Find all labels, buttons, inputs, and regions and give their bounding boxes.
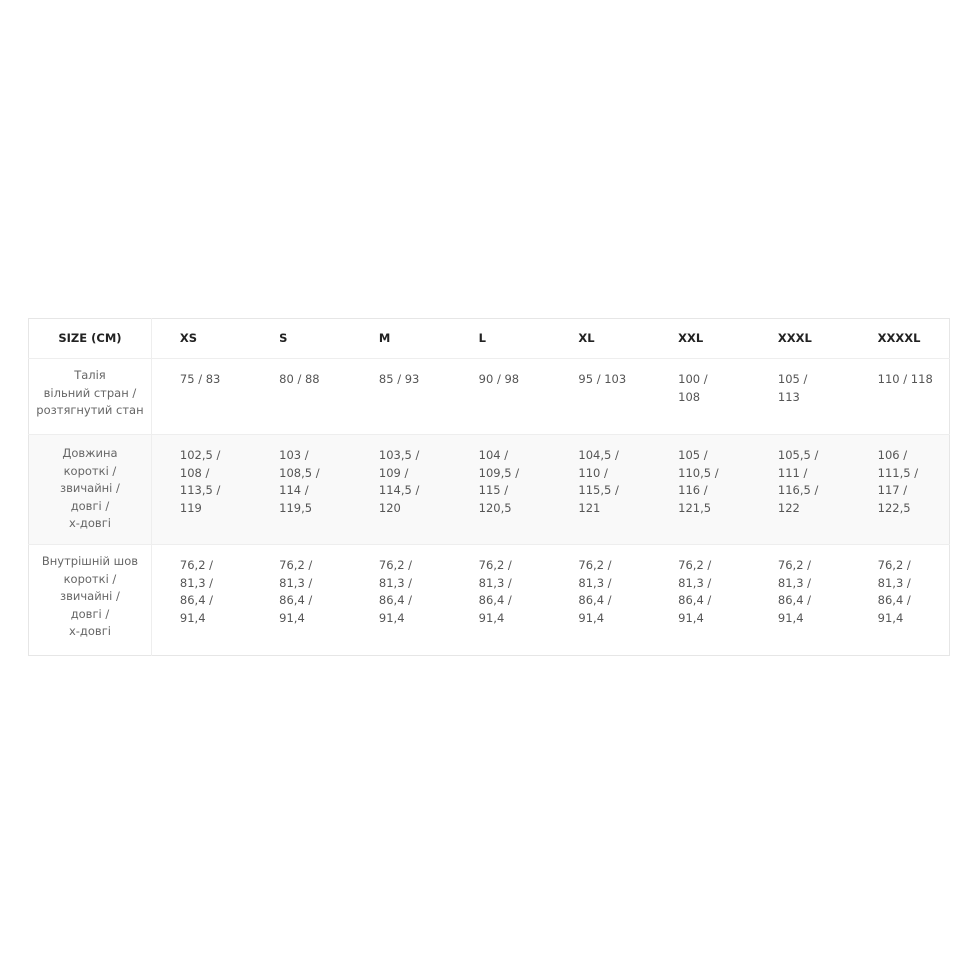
table-cell: 85 / 93 [350,358,451,435]
table-cell: 76,2 / 81,3 / 86,4 / 91,4 [877,558,911,625]
table-cell: 106 / 111,5 / 117 / 122,5 [849,434,950,545]
table-cell: 76,2 / 81,3 / 86,4 / 91,4 [378,558,413,625]
table-cell: 105 / 113 [749,358,850,435]
header-cell: L [450,318,551,359]
table-cell: 76,2 / 81,3 / 86,4 / 91,4 [478,558,512,625]
header-cell: M [350,318,451,359]
header-cell-size: SIZE (CM) [28,318,152,359]
row-label: Внутрішній шов короткі / звичайні / довг… [28,544,152,656]
header-cell: S [251,318,351,359]
table-cell: 80 / 88 [251,358,351,435]
table-cell: 103,5 / 109 / 114,5 / 120 [350,434,451,545]
table-cell: 76,2 / 81,3 / 86,4 / 91,4 [578,558,612,625]
table-row-waist: Талія вільний стран / розтягнутий стан 75… [28,358,950,435]
row-label: Довжина короткі / звичайні / довгі / х-д… [28,434,152,545]
table-row-length: Довжина короткі / звичайні / довгі / х-д… [28,434,950,545]
table-cell: 104,5 / 110 / 115,5 / 121 [550,434,651,545]
table-header-row: SIZE (CM) XS S M L XL XXL XXXL XXXXL [28,318,950,359]
size-chart-table: SIZE (CM) XS S M L XL XXL XXXL XXXXL Тал… [28,318,950,656]
header-cell: XXXL [749,318,850,359]
header-cell: XXL [650,318,750,359]
table-cell: 105,5 / 111 / 116,5 / 122 [749,434,850,545]
header-cell: XS [151,318,252,359]
table-cell: 76,2 / 81,3 / 86,4 / 91,4 [777,558,812,625]
header-cell: XL [550,318,651,359]
table-row-inseam: Внутрішній шов короткі / звичайні / довг… [28,544,950,656]
table-cell: 90 / 98 [450,358,551,435]
table-cell: 100 / 108 [650,358,750,435]
table-cell: 95 / 103 [550,358,651,435]
table-cell: 76,2 / 81,3 / 86,4 / 91,4 [179,558,214,625]
table-cell: 75 / 83 [151,358,252,435]
table-cell: 76,2 / 81,3 / 86,4 / 91,4 [279,558,313,625]
header-cell: XXXXL [849,318,950,359]
table-cell: 104 / 109,5 / 115 / 120,5 [450,434,551,545]
table-cell: 105 / 110,5 / 116 / 121,5 [650,434,750,545]
table-cell: 102,5 / 108 / 113,5 / 119 [151,434,252,545]
row-label: Талія вільний стран / розтягнутий стан [28,358,152,435]
table-cell: 76,2 / 81,3 / 86,4 / 91,4 [678,558,712,625]
table-cell: 110 / 118 [849,358,950,435]
table-cell: 103 / 108,5 / 114 / 119,5 [251,434,351,545]
